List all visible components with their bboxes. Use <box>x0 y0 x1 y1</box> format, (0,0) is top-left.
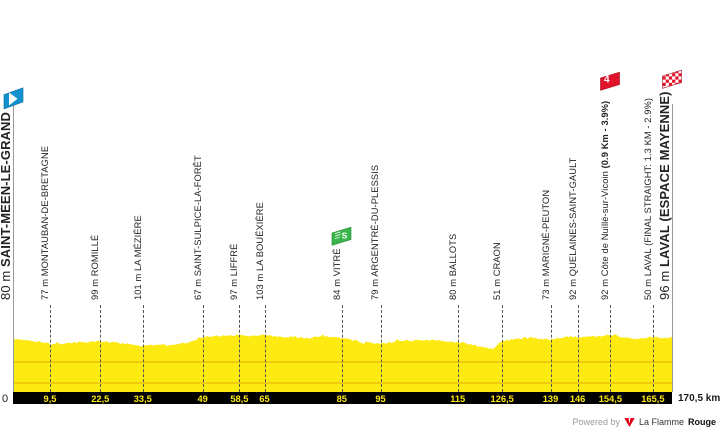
svg-text:4: 4 <box>604 75 610 86</box>
svg-text:S: S <box>342 230 348 240</box>
